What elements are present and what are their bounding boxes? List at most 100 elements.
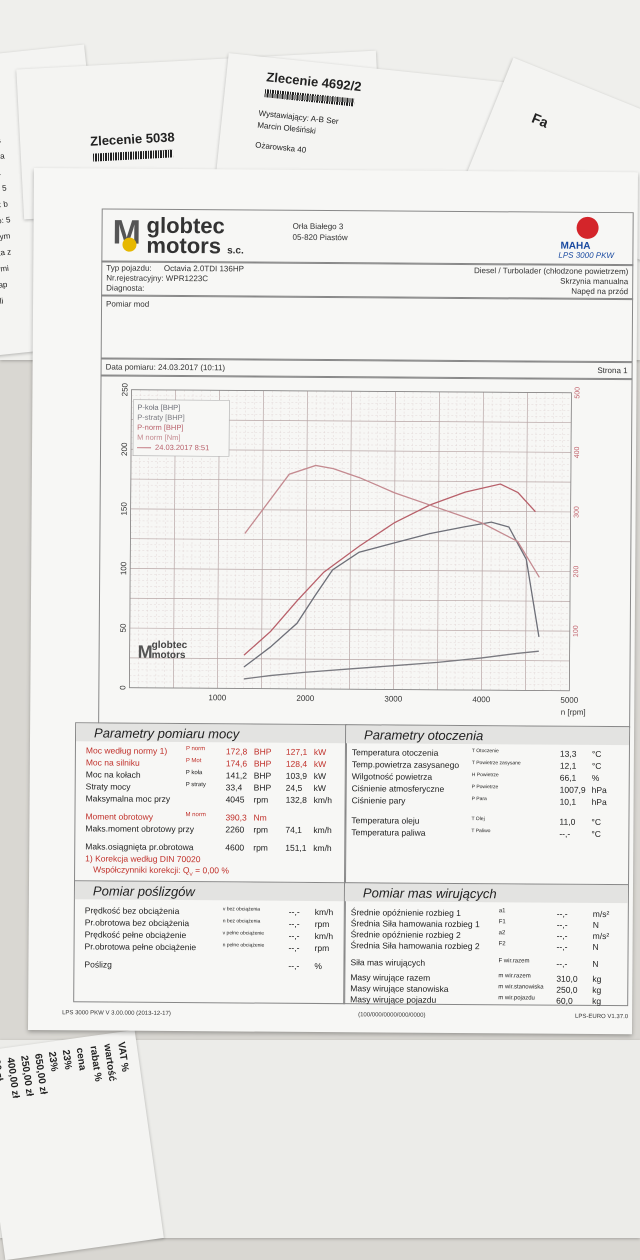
power-param-symbol: M norm (185, 812, 205, 818)
mass-param-symbol: F wir.razem (498, 958, 529, 964)
legend-entry: P-straty [BHP] (137, 413, 185, 422)
ambient-param-unit: hPa (592, 785, 607, 795)
slip-param-label: Prędkość pełne obciążenie (85, 929, 187, 940)
receipt-line: 23% (46, 1051, 60, 1072)
x-tick-label: 2000 (296, 694, 314, 703)
mass-param-symbol: a2 (499, 930, 506, 936)
report-header: M globtec motors s.c. Orła Białego 3 05-… (101, 208, 633, 266)
x-tick-label: 3000 (384, 694, 402, 703)
mass-param-value: 250,0 (556, 985, 577, 995)
power-param-unit2: km/h (313, 825, 331, 835)
logo-suffix: s.c. (227, 245, 244, 256)
mass-param-label: Masy wirujące pojazdu (350, 994, 436, 1005)
correction-factor-label: Współczynniki korekcji: Q (93, 864, 189, 875)
vehicle-type-label: Typ pojazdu: (106, 264, 151, 273)
x-tick-label: 5000 (560, 696, 578, 705)
ambient-param-symbol: P Para (472, 796, 487, 802)
ambient-param-unit: °C (592, 749, 602, 759)
receipt-line: VAT % (115, 1041, 130, 1072)
mass-param-unit: N (592, 959, 598, 969)
mass-param-label: Masy wirujące stanowiska (350, 983, 448, 994)
y-tick-label: 50 (119, 623, 128, 633)
power-param-unit2: km/h (314, 795, 332, 805)
ambient-param-symbol: T Powietrze zasysane (472, 760, 521, 766)
legend-entry: P-koła [BHP] (137, 403, 180, 412)
mass-param-label: Masy wirujące razem (350, 972, 430, 983)
logo-dot-icon (122, 238, 136, 252)
power-param-value1: 4045 (226, 794, 245, 804)
power-param-label: Moc według normy 1) (86, 745, 167, 756)
mass-param-unit: kg (592, 985, 601, 995)
power-param-value1: 4600 (225, 842, 244, 852)
mass-param-value: 310,0 (556, 974, 577, 984)
slip-param-label: Pr.obrotowa bez obciążenia (85, 917, 190, 928)
slip-param-value: --,- (289, 943, 300, 953)
power-param-symbol: P koła (186, 770, 203, 776)
order-number: Zlecenie 5038 (90, 129, 175, 148)
power-param-unit1: rpm (253, 825, 268, 835)
y-tick-label: 150 (120, 502, 129, 516)
left-fragment: ontó: 5 (0, 215, 11, 227)
mass-param-value: --,- (557, 909, 568, 919)
power-param-symbol: P norm (186, 746, 205, 752)
power-param-symbol: P Mot (186, 758, 202, 764)
slip-param-value: --,- (288, 961, 299, 971)
footer-mid: (100/000/0000/000/0000) (358, 1012, 425, 1018)
y-tick-label: 250 (120, 382, 129, 396)
ambient-param-label: Temperatura paliwa (351, 827, 425, 838)
chart-logo-line2: motors (152, 650, 186, 661)
power-param-value1: 141,2 (226, 770, 247, 780)
y-tick-label: 0 (118, 685, 127, 690)
ambient-param-label: Temperatura otoczenia (352, 747, 439, 758)
ambient-param-unit: °C (592, 761, 602, 771)
x-tick-label: 4000 (472, 695, 490, 704)
maha-product: LPS 3000 PKW (558, 251, 614, 260)
mass-param-unit: N (593, 920, 599, 930)
mass-param-unit: m/s² (593, 909, 610, 919)
x-tick-label: 1000 (208, 693, 226, 702)
power-param-label: Moc na silniku (86, 757, 140, 767)
power-param-unit1: BHP (254, 759, 272, 769)
power-param-value2: 151,1 (285, 843, 306, 853)
engine-type: Diesel / Turbolader (chłodzone powietrze… (474, 266, 628, 276)
rotating-mass-title: Pomiar mas wirujących (363, 885, 497, 901)
power-param-value1: 33,4 (226, 782, 243, 792)
ambient-param-unit: °C (591, 829, 601, 839)
dyno-report: M globtec motors s.c. Orła Białego 3 05-… (28, 168, 638, 1034)
rotating-mass-section: Pomiar mas wirujących Średnie opóźnienie… (343, 882, 629, 1006)
slip-param-value: --,- (289, 919, 300, 929)
correction-note: 1) Korekcja według DIN 70020 (85, 853, 200, 864)
gearbox-type: Skrzynia manualna (560, 277, 628, 286)
power-param-unit1: rpm (254, 795, 269, 805)
mass-param-value: --,- (557, 920, 568, 930)
power-param-label: Maks.osiągnięta pr.obrotowa (85, 841, 193, 852)
power-param-unit2: km/h (313, 843, 331, 853)
mass-param-label: Średnie opóźnienie rozbieg 1 (351, 907, 461, 918)
y-right-tick-label: 200 (573, 566, 580, 578)
address-city: 05-820 Piastów (292, 232, 347, 243)
mass-param-value: --,- (557, 931, 568, 941)
left-fragment: n Oleś (0, 136, 1, 147)
power-param-value2: 74,1 (285, 825, 302, 835)
left-fragment: data z (0, 247, 12, 258)
power-param-value2: 132,8 (286, 795, 307, 805)
mass-param-value: --,- (556, 959, 567, 969)
receipt-line: rabat % (87, 1045, 103, 1082)
slip-param-symbol: n pełne obciążenie (223, 942, 265, 948)
slip-param-label: Poślizg (84, 959, 111, 969)
left-fragment: rowska (0, 151, 5, 163)
legend-entry: P-norm [BHP] (137, 423, 183, 432)
slip-title: Pomiar poślizgów (93, 883, 195, 899)
power-param-value2: 128,4 (286, 759, 307, 769)
power-param-unit1: BHP (254, 771, 272, 781)
power-param-label: Straty mocy (86, 781, 131, 791)
ambient-param-value: 11,0 (559, 817, 575, 827)
measurement-mode-label: Pomiar mod (106, 300, 149, 309)
ambient-param-value: --,- (559, 829, 570, 839)
power-param-symbol: P straty (186, 782, 206, 788)
slip-param-unit: km/h (315, 931, 333, 941)
slip-section: Pomiar poślizgów Prędkość bez obciążenia… (73, 880, 346, 1004)
power-param-unit1: BHP (254, 783, 272, 793)
